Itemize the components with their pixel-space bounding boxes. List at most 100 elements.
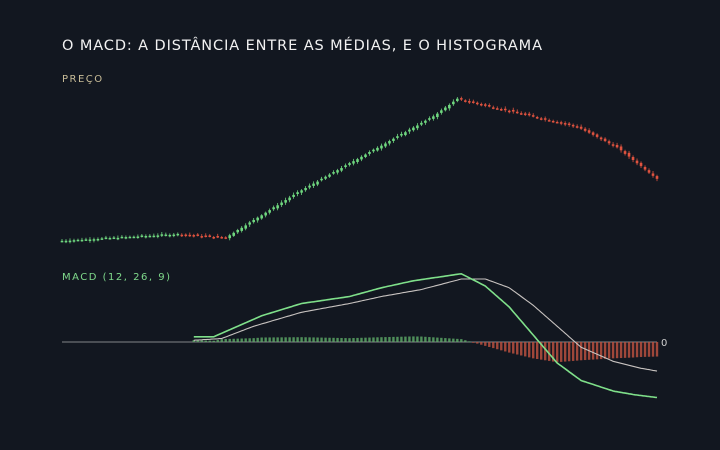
histogram-bar	[532, 342, 535, 359]
histogram-bar	[352, 338, 355, 342]
candle-body	[200, 236, 204, 238]
candle-body	[456, 98, 459, 102]
candle-body	[595, 134, 599, 137]
candle-body	[531, 115, 535, 117]
histogram-bar	[559, 342, 563, 362]
histogram-bar	[543, 342, 547, 361]
candle-body	[164, 234, 168, 237]
candle-body	[136, 236, 140, 238]
histogram-bar	[448, 338, 451, 342]
macd-zero-label: 0	[661, 338, 667, 349]
candle-body	[539, 118, 543, 120]
histogram-bar	[356, 337, 359, 342]
histogram-bar	[492, 342, 495, 349]
histogram-bar	[408, 336, 411, 342]
candle-body	[611, 144, 615, 146]
candle-body	[412, 127, 415, 131]
candle-body	[244, 225, 247, 229]
histogram-bar	[432, 337, 435, 342]
candle-body	[511, 109, 515, 112]
candle-body	[228, 235, 232, 239]
candle-body	[440, 110, 443, 113]
candle-body	[124, 237, 128, 239]
histogram-bar	[444, 338, 447, 342]
candle-body	[280, 202, 283, 206]
histogram-bar	[320, 337, 323, 342]
histogram-bar	[607, 342, 611, 359]
candle-body	[619, 146, 623, 151]
candle-body	[328, 174, 331, 177]
chart-title: O MACD: A DISTÂNCIA ENTRE AS MÉDIAS, E O…	[62, 38, 543, 54]
candle-body	[292, 194, 295, 197]
candle-body	[627, 152, 631, 157]
candle-body	[296, 192, 299, 195]
candle-body	[64, 240, 68, 243]
histogram-bar	[292, 337, 295, 342]
candle-body	[60, 240, 64, 243]
candle-body	[148, 235, 152, 238]
histogram-bar	[212, 340, 215, 342]
candle-body	[583, 128, 587, 131]
candle-body	[152, 235, 156, 238]
candle-body	[479, 103, 483, 106]
candle-body	[184, 234, 188, 237]
histogram-bar	[480, 342, 483, 345]
histogram-bar	[316, 337, 319, 342]
candle-body	[635, 160, 639, 164]
histogram-bar	[252, 338, 255, 342]
candle-body	[631, 157, 635, 161]
histogram-bar	[555, 342, 559, 363]
histogram-bar	[360, 337, 363, 342]
candle-body	[551, 120, 555, 123]
candle-body	[320, 178, 323, 181]
histogram-bar	[539, 342, 543, 360]
candle-body	[332, 172, 335, 174]
histogram-bar	[575, 342, 579, 361]
candle-body	[404, 132, 407, 136]
candle-body	[567, 123, 571, 126]
histogram-bar	[428, 337, 431, 342]
histogram-bar	[583, 342, 587, 361]
histogram-bar	[420, 336, 423, 342]
histogram-bar	[567, 342, 571, 362]
histogram-bar	[472, 342, 475, 343]
candle-body	[535, 117, 539, 119]
candle-body	[204, 235, 208, 238]
histogram-bar	[232, 338, 235, 342]
candle-body	[80, 239, 84, 242]
candle-body	[384, 143, 387, 147]
candle-body	[543, 118, 547, 120]
histogram-bar	[388, 336, 391, 342]
histogram-bar	[368, 337, 371, 342]
histogram-bar	[384, 337, 387, 342]
histogram-bar	[328, 337, 331, 342]
candle-body	[428, 118, 431, 120]
histogram-bar	[456, 338, 459, 342]
histogram-bar	[296, 337, 299, 342]
histogram-bar	[240, 338, 243, 342]
histogram-bar	[623, 342, 627, 358]
histogram-bar	[536, 342, 539, 360]
histogram-bar	[571, 342, 575, 361]
candle-body	[232, 232, 236, 236]
candle-body	[364, 154, 367, 157]
histogram-bar	[563, 342, 567, 362]
histogram-bar	[627, 342, 631, 358]
histogram-bar	[228, 338, 231, 342]
price-panel-label: PREÇO	[62, 74, 104, 85]
histogram-bar	[236, 338, 239, 342]
histogram-bar	[468, 341, 471, 343]
candle-body	[519, 113, 523, 115]
candle-body	[92, 239, 96, 241]
candle-body	[344, 165, 347, 168]
candle-body	[108, 238, 112, 240]
candle-body	[128, 236, 132, 239]
histogram-bar	[284, 337, 287, 342]
histogram-bar	[196, 340, 199, 342]
candle-body	[476, 102, 479, 105]
histogram-bar	[508, 342, 511, 353]
candle-body	[68, 240, 72, 243]
price-candles	[60, 96, 659, 244]
